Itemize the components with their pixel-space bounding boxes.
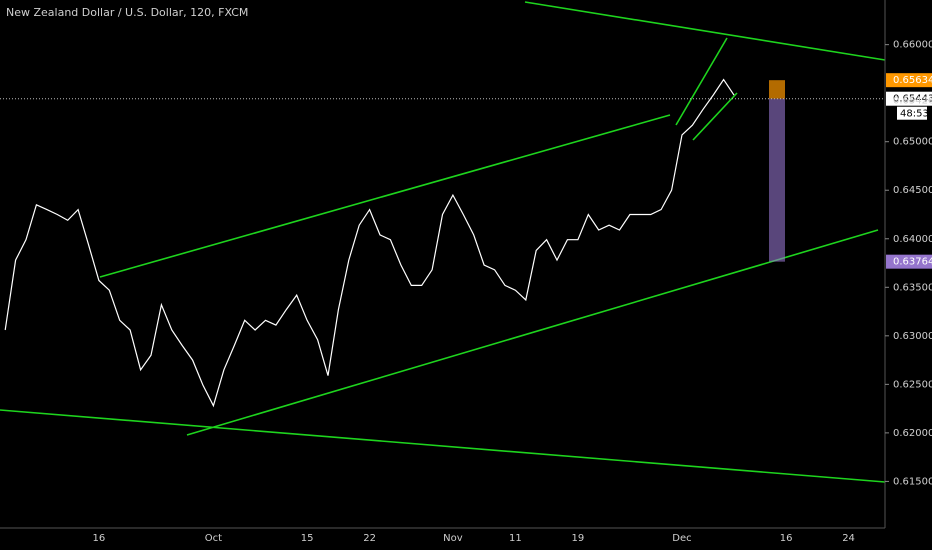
trend-line [675,37,728,126]
x-tick-label: 24 [842,533,855,544]
x-tick-label: 16 [780,533,793,544]
countdown: 48:53 [900,109,929,120]
x-tick-label: 16 [93,533,106,544]
y-tick-label: 0.61500 [893,476,932,487]
position-target [769,80,785,99]
price-badge [886,73,932,88]
y-tick-label: 0.66000 [893,40,932,51]
y-tick-label: 0.65000 [893,137,932,148]
x-tick-label: 22 [363,533,376,544]
countdown-badge [897,106,927,120]
price-badge-label: 0.65634 [893,75,932,86]
price-line [4,78,735,408]
price-badge [886,254,932,269]
chart-title: New Zealand Dollar / U.S. Dollar, 120, F… [6,6,248,19]
x-tick-label: 11 [509,533,522,544]
y-tick-label: 0.63500 [893,282,932,293]
x-tick-label: Nov [443,533,463,544]
trend-line [692,92,738,141]
trend-line [99,114,671,278]
y-tick-label: 0.63000 [893,331,932,342]
trend-line [524,1,886,61]
y-tick-label: 0.62000 [893,428,932,439]
trend-lines [0,1,886,483]
trend-line [186,229,879,436]
price-badge [886,91,932,106]
y-tick-label: 0.64500 [893,185,932,196]
x-tick-label: 19 [571,533,584,544]
position-stop [769,98,785,262]
x-tick-label: Dec [672,533,691,544]
trend-line [0,409,886,483]
y-tick-label: 0.64000 [893,234,932,245]
y-tick-label: 0.62500 [893,379,932,390]
price-badge-label: 0.63764 [893,257,932,268]
price-label: 0.65426 [893,95,932,106]
price-badge-label: 0.65443 [893,94,932,105]
x-tick-label: Oct [205,533,222,544]
x-tick-label: 15 [301,533,314,544]
